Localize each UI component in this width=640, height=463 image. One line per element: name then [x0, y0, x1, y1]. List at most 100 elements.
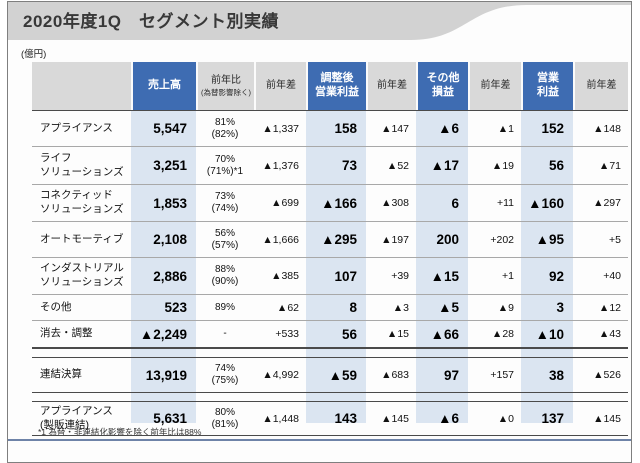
column-stripe-op — [521, 62, 573, 423]
value-cell: ▲43 — [598, 328, 621, 340]
segment-name-cell: オートモーティブ — [40, 232, 124, 245]
value-cell: 152 — [541, 121, 564, 136]
value-cell: ▲1,448 — [262, 412, 299, 425]
value-cell: ▲19 — [491, 159, 514, 172]
slide: 2020年度1Q セグメント別実績 (億円) 売上高 前年比 (為替影響除く) 前… — [7, 1, 632, 463]
value-cell: 70% (71%)*1 — [206, 153, 244, 177]
table-row-appliance-combined: アプライアンス (製販連結) 5,631 80% (81%) ▲1,448 143 ▲14… — [32, 401, 628, 436]
footer-divider-rule — [8, 439, 631, 441]
value-cell: ▲6 — [438, 121, 459, 136]
value-cell: 5,631 — [153, 411, 187, 426]
value-cell: 73 — [341, 158, 357, 173]
value-cell: +39 — [391, 270, 409, 282]
value-cell: 5,547 — [153, 121, 187, 136]
column-stripe-adjusted-op — [306, 62, 366, 423]
value-cell: 2,886 — [153, 268, 187, 284]
value-cell: 200 — [436, 232, 459, 247]
value-cell: ▲15 — [386, 328, 409, 340]
value-cell: ▲6 — [438, 411, 459, 426]
col-header-yoy-diff-op: 前年差 — [573, 62, 628, 110]
value-cell: 3,251 — [153, 158, 187, 173]
segment-name-cell: 消去・調整 — [40, 327, 93, 340]
value-cell: ▲95 — [535, 232, 564, 247]
segment-results-table: 売上高 前年比 (為替影響除く) 前年差 調整後 営業利益 前年差 その他 損益 … — [32, 62, 628, 436]
segment-name-cell: アプライアンス (製販連結) — [40, 404, 113, 431]
table-row-segment-3: オートモーティブ 2,108 56% (57%) ▲1,666 ▲295 ▲197 200 +… — [32, 222, 628, 258]
footnote: *1 為替・非連結化影響を除く前年比は88% — [38, 427, 202, 437]
col-header-sales: 売上高 — [131, 62, 196, 110]
value-cell: +533 — [275, 328, 299, 340]
value-cell: +1 — [502, 270, 514, 282]
value-cell: ▲1,666 — [262, 233, 299, 246]
column-stripe-sales — [131, 62, 196, 423]
col-header-other-income: その他 損益 — [416, 62, 468, 110]
title-swoosh-shape — [411, 5, 631, 40]
value-cell: ▲9 — [497, 301, 514, 314]
table-row-segment-2: コネクティッド ソリューションズ 1,853 73% (74%) ▲699 ▲166 ▲3… — [32, 185, 628, 222]
value-cell: ▲1,337 — [262, 122, 299, 135]
value-cell: +40 — [603, 270, 621, 282]
value-cell: ▲5 — [438, 300, 459, 315]
table-row-segment-4: インダストリアル ソリューションズ 2,886 88% (90%) ▲385 107 +3… — [32, 258, 628, 295]
value-cell: ▲0 — [497, 412, 514, 425]
value-cell: 6 — [451, 195, 459, 211]
value-cell: 88% (90%) — [211, 264, 239, 287]
value-cell: +11 — [496, 197, 514, 209]
value-cell: ▲145 — [381, 412, 409, 425]
value-cell: +5 — [609, 233, 621, 246]
col-header-yoy-ratio: 前年比 (為替影響除く) — [196, 62, 254, 110]
col-header-op: 営業 利益 — [521, 62, 573, 110]
unit-label: (億円) — [21, 49, 47, 60]
value-cell: +157 — [490, 369, 514, 381]
value-cell: ▲526 — [593, 369, 621, 381]
value-cell: ▲4,992 — [262, 369, 299, 381]
col-header-yoy-ratio-label: 前年比 — [211, 74, 241, 86]
value-cell: 56 — [548, 158, 564, 173]
segment-name-cell: ライフ ソリューションズ — [40, 151, 124, 178]
value-cell: 2,108 — [153, 232, 187, 247]
value-cell: ▲2,249 — [139, 326, 187, 342]
value-cell: ▲683 — [381, 369, 409, 381]
page-title: 2020年度1Q セグメント別実績 — [23, 12, 279, 31]
segment-name-cell: コネクティッド ソリューションズ — [40, 189, 124, 215]
value-cell: ▲62 — [276, 301, 299, 314]
value-cell: ▲1,376 — [262, 159, 299, 172]
segment-name-cell: インダストリアル ソリューションズ — [40, 262, 124, 288]
column-stripe-other-income — [416, 62, 468, 423]
value-cell: 74% (75%) — [211, 363, 239, 386]
value-cell: 38 — [548, 367, 564, 383]
value-cell: ▲28 — [491, 328, 514, 340]
appliance-combined-row-group: アプライアンス (製販連結) 5,631 80% (81%) ▲1,448 143 ▲14… — [32, 401, 628, 436]
value-cell: ▲71 — [598, 159, 621, 172]
value-cell: +202 — [490, 233, 514, 246]
value-cell: ▲15 — [430, 268, 459, 284]
value-cell: 3 — [556, 300, 564, 315]
col-header-segment — [32, 62, 131, 110]
value-cell: ▲148 — [593, 122, 621, 135]
table-row-segment-6: 消去・調整 ▲2,249 - +533 56 ▲15 ▲66 ▲28 ▲10 ▲43 — [32, 321, 628, 349]
value-cell: ▲699 — [271, 197, 299, 209]
table-row-segment-5: その他 523 89% ▲62 8 ▲3 ▲5 ▲9 3 ▲12 — [32, 295, 628, 321]
value-cell: ▲10 — [535, 326, 564, 342]
value-cell: ▲145 — [593, 412, 621, 425]
segment-name-cell: アプライアンス — [40, 121, 113, 134]
value-cell: ▲66 — [430, 326, 459, 342]
table-row-segment-1: ライフ ソリューションズ 3,251 70% (71%)*1 ▲1,376 73 ▲52 ▲… — [32, 147, 628, 185]
value-cell: ▲385 — [271, 270, 299, 282]
table-row-segment-0: アプライアンス 5,547 81% (82%) ▲1,337 158 ▲147 ▲6 ▲1 15… — [32, 111, 628, 147]
col-header-yoy-diff-other: 前年差 — [468, 62, 521, 110]
value-cell: 523 — [164, 300, 187, 315]
value-cell: ▲295 — [321, 232, 357, 247]
value-cell: ▲59 — [328, 367, 357, 383]
col-header-yoy-diff-sales: 前年差 — [254, 62, 306, 110]
value-cell: 56% (57%) — [211, 227, 239, 251]
value-cell: 8 — [349, 300, 357, 315]
value-cell: 107 — [334, 268, 357, 284]
value-cell: ▲17 — [430, 158, 459, 173]
value-cell: - — [223, 328, 227, 339]
value-cell: 143 — [334, 411, 357, 426]
value-cell: 97 — [443, 367, 459, 383]
value-cell: 158 — [334, 121, 357, 136]
col-header-yoy-diff-adj-op: 前年差 — [366, 62, 416, 110]
value-cell: ▲52 — [386, 159, 409, 172]
